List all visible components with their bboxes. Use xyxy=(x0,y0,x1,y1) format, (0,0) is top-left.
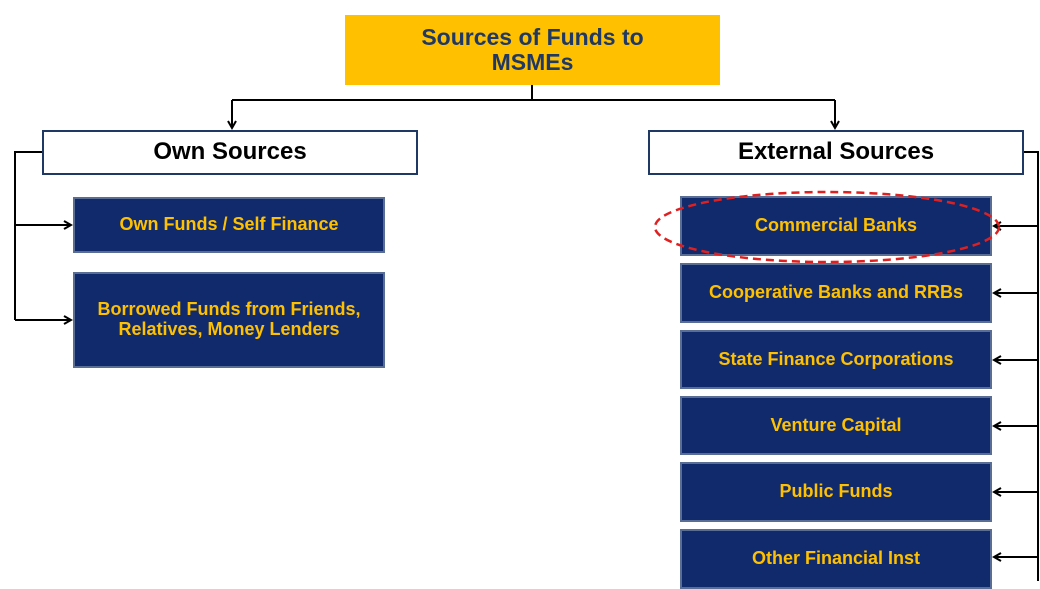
leaf-node: Commercial Banks xyxy=(680,196,992,256)
branch-node: Own Sources xyxy=(42,130,418,175)
branch-node: External Sources xyxy=(648,130,1024,175)
right-bracket xyxy=(1022,151,1039,581)
left-bracket xyxy=(14,151,42,320)
leaf-node: Borrowed Funds from Friends, Relatives, … xyxy=(73,272,385,368)
leaf-node: Venture Capital xyxy=(680,396,992,455)
root-connector xyxy=(232,85,835,101)
arrows xyxy=(994,225,1038,558)
leaf-node: Cooperative Banks and RRBs xyxy=(680,263,992,323)
root-node: Sources of Funds to MSMEs xyxy=(345,15,720,85)
leaf-node: Other Financial Inst xyxy=(680,529,992,589)
leaf-node: Own Funds / Self Finance xyxy=(73,197,385,253)
leaf-node: Public Funds xyxy=(680,462,992,522)
leaf-node: State Finance Corporations xyxy=(680,330,992,389)
